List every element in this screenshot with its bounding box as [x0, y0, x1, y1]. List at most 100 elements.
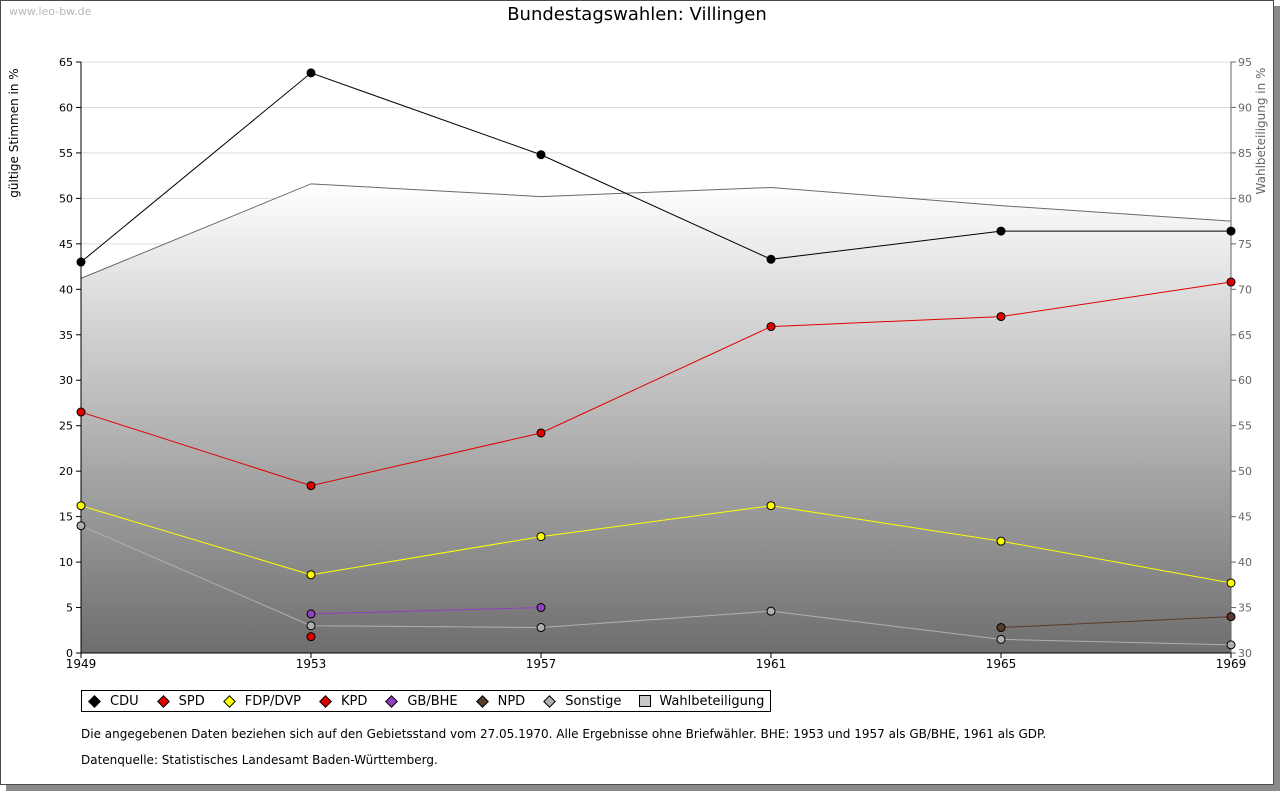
point-fdp-dvp-1961 — [766, 501, 776, 511]
y-tick-label-60: 60 — [59, 101, 73, 114]
legend-label-sonstige: Sonstige — [565, 693, 622, 709]
y-tick-label-20: 20 — [59, 465, 73, 478]
y2-tick-label-65: 65 — [1238, 329, 1252, 342]
x-tick-label-1969: 1969 — [1216, 657, 1247, 671]
y-tick-label-30: 30 — [59, 374, 73, 387]
point-cdu-1965 — [996, 226, 1006, 236]
legend-item-wahlbeteiligung: Wahlbeteiligung — [637, 694, 764, 709]
series-line-fdp-dvp — [80, 505, 1232, 584]
series-line-cdu — [80, 72, 1231, 263]
legend-item-fdp-dvp: FDP/DVP — [221, 694, 301, 709]
point-fdp-dvp-1969 — [1226, 578, 1236, 588]
series-line-gb-bhe — [310, 607, 542, 615]
legend-item-npd: NPD — [474, 693, 526, 709]
point-sonstige-1957 — [536, 623, 546, 633]
point-sonstige-1961 — [766, 606, 776, 616]
legend-label-spd: SPD — [178, 693, 205, 709]
y2-tick-label-85: 85 — [1238, 147, 1252, 160]
y-tick-label-55: 55 — [59, 147, 73, 160]
series-line-npd — [1000, 616, 1232, 629]
point-cdu-1957 — [536, 150, 546, 160]
point-cdu-1969 — [1226, 226, 1236, 236]
point-sonstige-1953 — [306, 621, 316, 631]
point-spd-1969 — [1226, 277, 1236, 287]
point-npd-1969 — [1226, 612, 1236, 622]
point-sonstige-1969 — [1226, 640, 1236, 650]
point-fdp-dvp-1949 — [76, 501, 86, 511]
watermark: www.leo-bw.de — [9, 5, 92, 18]
legend-label-cdu: CDU — [110, 693, 139, 709]
x-tick-label-1965: 1965 — [986, 657, 1017, 671]
point-sonstige-1949 — [76, 521, 86, 531]
legend-label-fdp-dvp: FDP/DVP — [244, 693, 301, 709]
legend-marker-gb-bhe-icon — [385, 694, 399, 708]
legend-item-cdu: CDU — [86, 694, 139, 709]
legend: CDU SPD FDP/DVP KPD GB/BHE NPD Sonstige Wahlbet… — [81, 690, 772, 712]
turnout-area — [81, 183, 1231, 654]
axis-layer: 0 5 10 15 20 25 30 35 40 45 50 55 60 65 30 35 40 45 50 55 60… — [59, 56, 1252, 671]
legend-label-kpd: KPD — [340, 693, 368, 709]
legend-label-npd: NPD — [497, 693, 526, 709]
point-npd-1965 — [996, 623, 1006, 633]
legend-marker-cdu-icon — [88, 694, 101, 708]
y-tick-label-65: 65 — [59, 56, 73, 69]
point-sonstige-1965 — [996, 634, 1006, 644]
turnout-line — [80, 183, 1232, 279]
y2-tick-label-50: 50 — [1238, 465, 1252, 478]
y2-tick-label-60: 60 — [1238, 374, 1252, 387]
point-spd-1965 — [996, 312, 1006, 322]
note-gebietsstand: Die angegebenen Daten beziehen sich auf … — [81, 727, 1047, 741]
y2-tick-label-80: 80 — [1238, 192, 1252, 205]
note-datenquelle: Datenquelle: Statistisches Landesamt Bad… — [81, 753, 438, 767]
y-tick-label-10: 10 — [59, 556, 73, 569]
y2-tick-label-35: 35 — [1238, 602, 1252, 615]
point-spd-1953 — [306, 481, 316, 491]
point-spd-1961 — [766, 322, 776, 332]
chart-title: Bundestagswahlen: Villingen — [507, 4, 767, 25]
y2-tick-label-30: 30 — [1238, 647, 1252, 660]
y2-tick-label-90: 90 — [1238, 101, 1252, 114]
y2-tick-label-70: 70 — [1238, 283, 1252, 296]
legend-marker-fdp-dvp-icon — [222, 694, 236, 708]
y2-tick-label-45: 45 — [1238, 511, 1252, 524]
legend-marker-sonstige-icon — [543, 694, 557, 708]
y-tick-label-5: 5 — [66, 602, 73, 615]
legend-marker-spd-icon — [156, 694, 170, 708]
y-tick-label-40: 40 — [59, 283, 73, 296]
point-fdp-dvp-1953 — [306, 570, 316, 580]
series-layer — [80, 72, 1232, 646]
point-cdu-1953 — [306, 68, 316, 78]
y-tick-label-25: 25 — [59, 420, 73, 433]
y-tick-label-45: 45 — [59, 238, 73, 251]
point-gb-bhe-1953 — [306, 609, 316, 619]
y2-tick-label-55: 55 — [1238, 420, 1252, 433]
turnout-area-layer — [80, 183, 1232, 654]
x-tick-label-1957: 1957 — [526, 657, 557, 671]
point-kpd-1953 — [306, 632, 316, 642]
y2-tick-label-40: 40 — [1238, 556, 1252, 569]
legend-item-spd: SPD — [155, 694, 205, 709]
x-tick-label-1953: 1953 — [296, 657, 327, 671]
y-tick-label-0: 0 — [66, 647, 73, 660]
legend-item-kpd: KPD — [317, 694, 367, 709]
legend-label-gb-bhe: GB/BHE — [407, 693, 458, 709]
series-line-spd — [80, 281, 1232, 487]
legend-item-gb-bhe: GB/BHE — [383, 693, 458, 709]
x-tick-label-1961: 1961 — [756, 657, 787, 671]
point-spd-1957 — [536, 428, 546, 438]
legend-marker-kpd-icon — [319, 694, 332, 708]
legend-label-wahlbeteiligung: Wahlbeteiligung — [659, 693, 765, 709]
point-cdu-1949 — [76, 257, 86, 267]
point-gb-bhe-1957 — [536, 603, 546, 613]
y-tick-label-15: 15 — [59, 511, 73, 524]
y2-tick-label-95: 95 — [1238, 56, 1252, 69]
x-tick-label-1949: 1949 — [66, 657, 97, 671]
y2-axis-label: Wahlbeteiligung in % — [1254, 68, 1268, 195]
point-fdp-dvp-1965 — [996, 536, 1006, 546]
legend-marker-npd-icon — [475, 694, 489, 708]
series-line-sonstige — [80, 525, 1232, 646]
y2-tick-label-75: 75 — [1238, 238, 1252, 251]
point-spd-1949 — [76, 407, 86, 417]
point-fdp-dvp-1957 — [536, 532, 546, 542]
